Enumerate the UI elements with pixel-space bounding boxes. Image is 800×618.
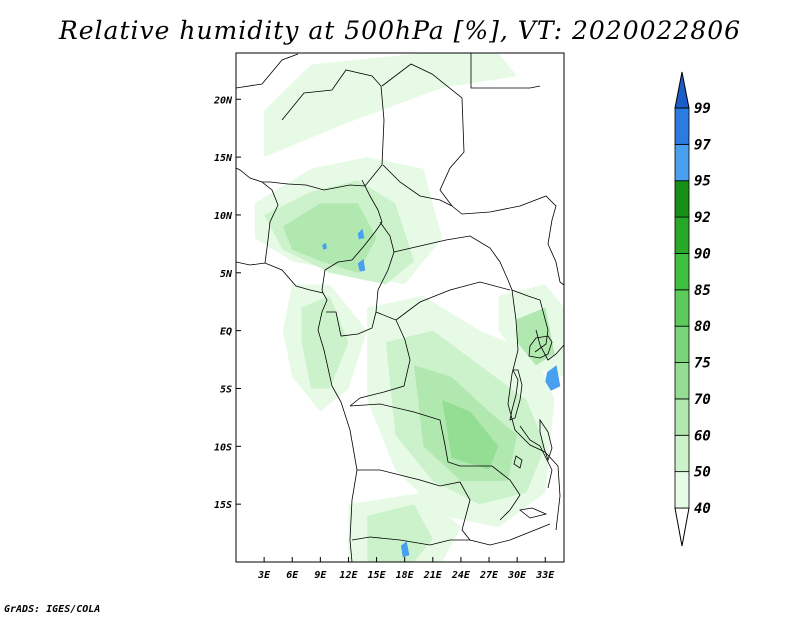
saturated-core	[322, 242, 327, 250]
colorbar-label: 80	[694, 319, 711, 335]
colorbar-label: 70	[694, 392, 711, 408]
border-line	[381, 63, 564, 286]
colorbar-swatch	[674, 143, 690, 182]
colorbar-swatch	[674, 180, 690, 218]
x-tick-label: 15E	[368, 570, 387, 581]
grads-credit: GrADS: IGES/COLA	[4, 604, 101, 615]
colorbar-swatch	[674, 471, 690, 509]
border-line	[321, 179, 383, 294]
border-line	[507, 289, 561, 531]
x-tick-label: 9E	[314, 570, 327, 581]
longitude-ticks: 3E 6E 9E 12E 15E 18E 21E 24E 27E 30E 33E	[257, 557, 555, 581]
colorbar-swatch	[674, 216, 690, 254]
x-tick-label: 12E	[339, 570, 358, 581]
border-line	[470, 53, 541, 89]
border-line	[351, 536, 470, 546]
border-line	[236, 53, 299, 89]
colorbar-max-arrow	[674, 71, 690, 109]
y-tick-label: 10N	[214, 211, 233, 222]
x-tick-label: 24E	[451, 570, 471, 581]
colorbar-swatch	[674, 253, 690, 291]
border-line	[357, 469, 551, 546]
colorbar-swatch	[674, 398, 690, 436]
x-tick-label: 27E	[479, 570, 499, 581]
colorbar-swatch	[674, 289, 690, 327]
colorbar: 40 50 60 70 75 80 85 90 92 95 97 99	[674, 71, 711, 547]
border-line	[535, 329, 564, 361]
lake-outline	[509, 369, 523, 421]
y-tick-label: 5N	[220, 269, 233, 280]
colorbar-label: 40	[694, 501, 711, 517]
colorbar-swatch	[674, 107, 690, 145]
colorbar-label: 95	[694, 174, 711, 190]
y-tick-label: 15N	[214, 153, 233, 164]
latitude-ticks: 20N 15N 10N 5N EQ 5S 10S 15S	[213, 95, 241, 511]
border-line	[519, 425, 553, 489]
humid-region	[367, 504, 433, 562]
border-line	[349, 403, 521, 521]
colorbar-label: 85	[694, 283, 711, 299]
colorbar-label: 75	[694, 356, 711, 372]
colorbar-swatch	[674, 362, 690, 400]
lake-outline	[539, 418, 553, 462]
humid-region	[517, 307, 555, 366]
colorbar-label: 60	[694, 428, 711, 444]
colorbar-label: 97	[694, 137, 711, 153]
saturated-core	[545, 365, 561, 391]
saturated-core	[357, 258, 366, 272]
y-tick-label: 5S	[220, 384, 232, 395]
x-tick-label: 3E	[257, 570, 271, 581]
saturated-core	[400, 541, 410, 558]
x-tick-label: 18E	[396, 570, 415, 581]
x-tick-label: 21E	[423, 570, 443, 581]
country-borders	[236, 53, 564, 562]
border-line	[262, 69, 385, 191]
y-tick-label: 10S	[214, 442, 232, 453]
colorbar-label: 50	[694, 465, 711, 481]
x-tick-label: 33E	[535, 570, 555, 581]
colorbar-label: 92	[694, 210, 711, 226]
saturated-core	[357, 228, 365, 240]
border-line	[393, 235, 549, 353]
humid-region	[282, 203, 377, 273]
humid-region	[442, 400, 499, 470]
lake-outline	[528, 335, 553, 359]
humid-region	[301, 295, 349, 389]
humid-region	[264, 53, 518, 158]
y-tick-label: EQ	[220, 327, 232, 338]
colorbar-swatch	[674, 434, 690, 473]
x-tick-label: 30E	[507, 570, 527, 581]
y-tick-label: 15S	[214, 500, 232, 511]
colorbar-label: 99	[694, 101, 711, 117]
x-tick-label: 6E	[286, 570, 299, 581]
border-line	[236, 167, 279, 264]
lake-outline	[519, 507, 548, 519]
colorbar-label: 90	[694, 246, 711, 262]
colorbar-swatch	[674, 325, 690, 363]
colorbar-min-arrow	[674, 507, 690, 547]
map-frame	[235, 52, 565, 563]
border-line	[349, 311, 411, 407]
border-line	[382, 164, 453, 207]
map-title: Relative humidity at 500hPa [%], VT: 202…	[58, 16, 742, 45]
lake-outline	[513, 455, 523, 469]
border-line	[395, 281, 511, 321]
humidity-field	[254, 53, 564, 562]
y-tick-label: 20N	[213, 95, 233, 106]
